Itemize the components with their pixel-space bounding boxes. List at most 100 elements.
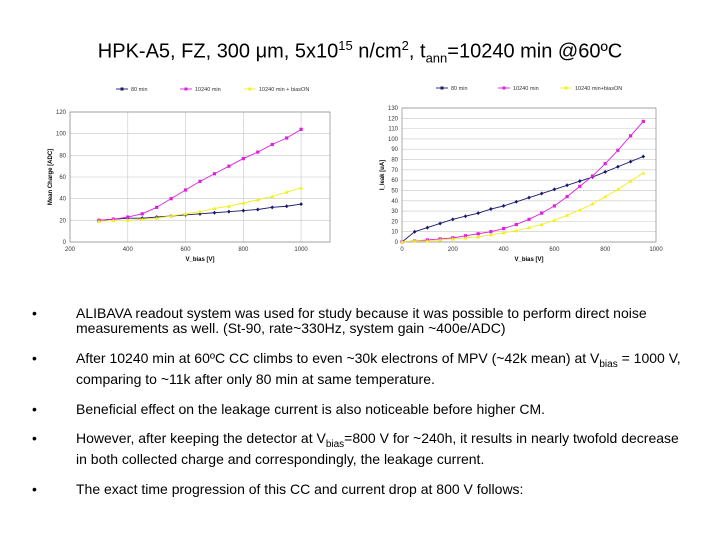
data-point	[539, 191, 544, 196]
data-point	[578, 179, 582, 184]
bullet-text: After 10240 min at 60ºC CC climbs to eve…	[76, 350, 600, 366]
data-point	[501, 230, 506, 235]
legend-marker	[502, 86, 506, 90]
y-axis-label: Mean Charge [ADC]	[48, 149, 54, 205]
data-point	[552, 204, 556, 208]
bullet-list: • ALIBAVA readout system was used for stu…	[32, 306, 692, 497]
bullet-alibava: • ALIBAVA readout system was used for stu…	[32, 306, 692, 336]
y-tick-label: 80	[59, 153, 66, 159]
data-point	[96, 219, 101, 224]
data-point	[450, 236, 455, 241]
legend-marker	[184, 87, 188, 91]
data-point	[241, 156, 245, 161]
charge-chart-svg: 0 20 40 60 80 100 120 200 400 600 800 1000 V_bias [V…	[48, 87, 331, 263]
bullet-dot: •	[32, 350, 37, 366]
y-tick-label: 60	[59, 175, 66, 181]
data-point	[284, 190, 289, 194]
data-point	[140, 212, 144, 216]
y-tick-label: 20	[391, 219, 398, 225]
data-point	[155, 205, 159, 209]
data-point	[476, 211, 480, 216]
y-tick-label: 50	[391, 188, 398, 194]
data-point	[183, 211, 188, 216]
data-point	[514, 199, 519, 204]
y-tick-label: 10	[391, 230, 398, 236]
x-tick-label: 200	[448, 247, 459, 253]
data-point	[299, 127, 303, 131]
data-point	[463, 234, 468, 238]
y-tick-label: 0	[63, 240, 67, 246]
y-tick-label: 70	[391, 168, 398, 174]
data-point	[256, 150, 260, 154]
legend-label: 80 min	[131, 87, 148, 93]
data-point	[628, 159, 633, 164]
data-point	[616, 148, 620, 152]
title-unit: n/cm	[352, 40, 402, 63]
y-tick-label: 90	[391, 147, 398, 153]
data-point	[489, 230, 493, 234]
data-point	[198, 209, 202, 214]
data-point	[255, 207, 260, 212]
data-point	[169, 214, 174, 218]
slide-title: HPK-A5, FZ, 300 μm, 5x1015 n/cm2, tann=1…	[0, 34, 720, 71]
bullet-text: The exact time progression of this CC an…	[76, 480, 524, 497]
bullet-subscript: bias	[325, 438, 345, 450]
plot-frame	[401, 107, 657, 243]
data-point	[241, 201, 246, 205]
data-point	[270, 142, 274, 147]
data-point	[552, 218, 557, 222]
data-point	[501, 203, 506, 208]
data-point	[565, 213, 570, 217]
x-axis-label: V_bias [V]	[185, 257, 214, 263]
data-point	[476, 234, 481, 239]
data-point	[425, 225, 430, 230]
legend-marker	[564, 86, 568, 90]
data-point	[540, 211, 544, 215]
data-point	[412, 238, 417, 243]
data-point	[527, 195, 531, 200]
data-point	[212, 206, 217, 211]
x-tick-label: 800	[238, 247, 249, 253]
y-tick-label: 40	[59, 197, 66, 203]
data-point	[183, 188, 188, 192]
data-point	[284, 204, 289, 209]
data-point	[451, 217, 455, 222]
y-tick-label: 20	[59, 218, 66, 224]
data-point	[527, 217, 531, 221]
bullet-240h: • However, after keeping the detector at …	[32, 430, 692, 467]
x-tick-label: 400	[499, 247, 510, 253]
data-point	[514, 228, 519, 233]
y-tick-label: 100	[388, 137, 399, 143]
data-point	[463, 235, 468, 240]
data-point	[270, 194, 275, 199]
leakage-chart-svg: 0 10 20 30 40 50 60 70 80 90 100 110 120 130 0 200 400 60…	[380, 86, 663, 263]
x-axis-label: V_bias [V]	[514, 257, 543, 263]
data-point	[126, 215, 130, 219]
title-exponent: 15	[338, 38, 353, 53]
data-point	[169, 197, 173, 201]
data-point	[578, 184, 582, 188]
data-point	[140, 217, 145, 221]
data-point	[241, 208, 246, 213]
legend-marker	[120, 87, 124, 91]
data-point	[539, 222, 544, 227]
y-tick-label: 120	[388, 116, 399, 122]
data-point	[125, 218, 130, 222]
data-point	[255, 197, 260, 202]
y-tick-label: 120	[56, 110, 67, 116]
legend-label: 80 min	[451, 86, 468, 92]
data-point	[489, 207, 493, 212]
data-point	[198, 179, 202, 183]
x-tick-label: 600	[181, 247, 192, 253]
y-tick-label: 40	[391, 199, 398, 205]
data-point	[212, 210, 217, 215]
y-tick-label: 0	[395, 240, 399, 246]
data-point	[565, 183, 569, 188]
data-point	[212, 172, 217, 176]
data-point	[615, 187, 620, 192]
x-tick-label: 0	[400, 247, 404, 253]
data-point	[603, 194, 608, 199]
data-point	[425, 238, 430, 243]
data-point	[641, 170, 646, 175]
data-point	[400, 240, 404, 244]
